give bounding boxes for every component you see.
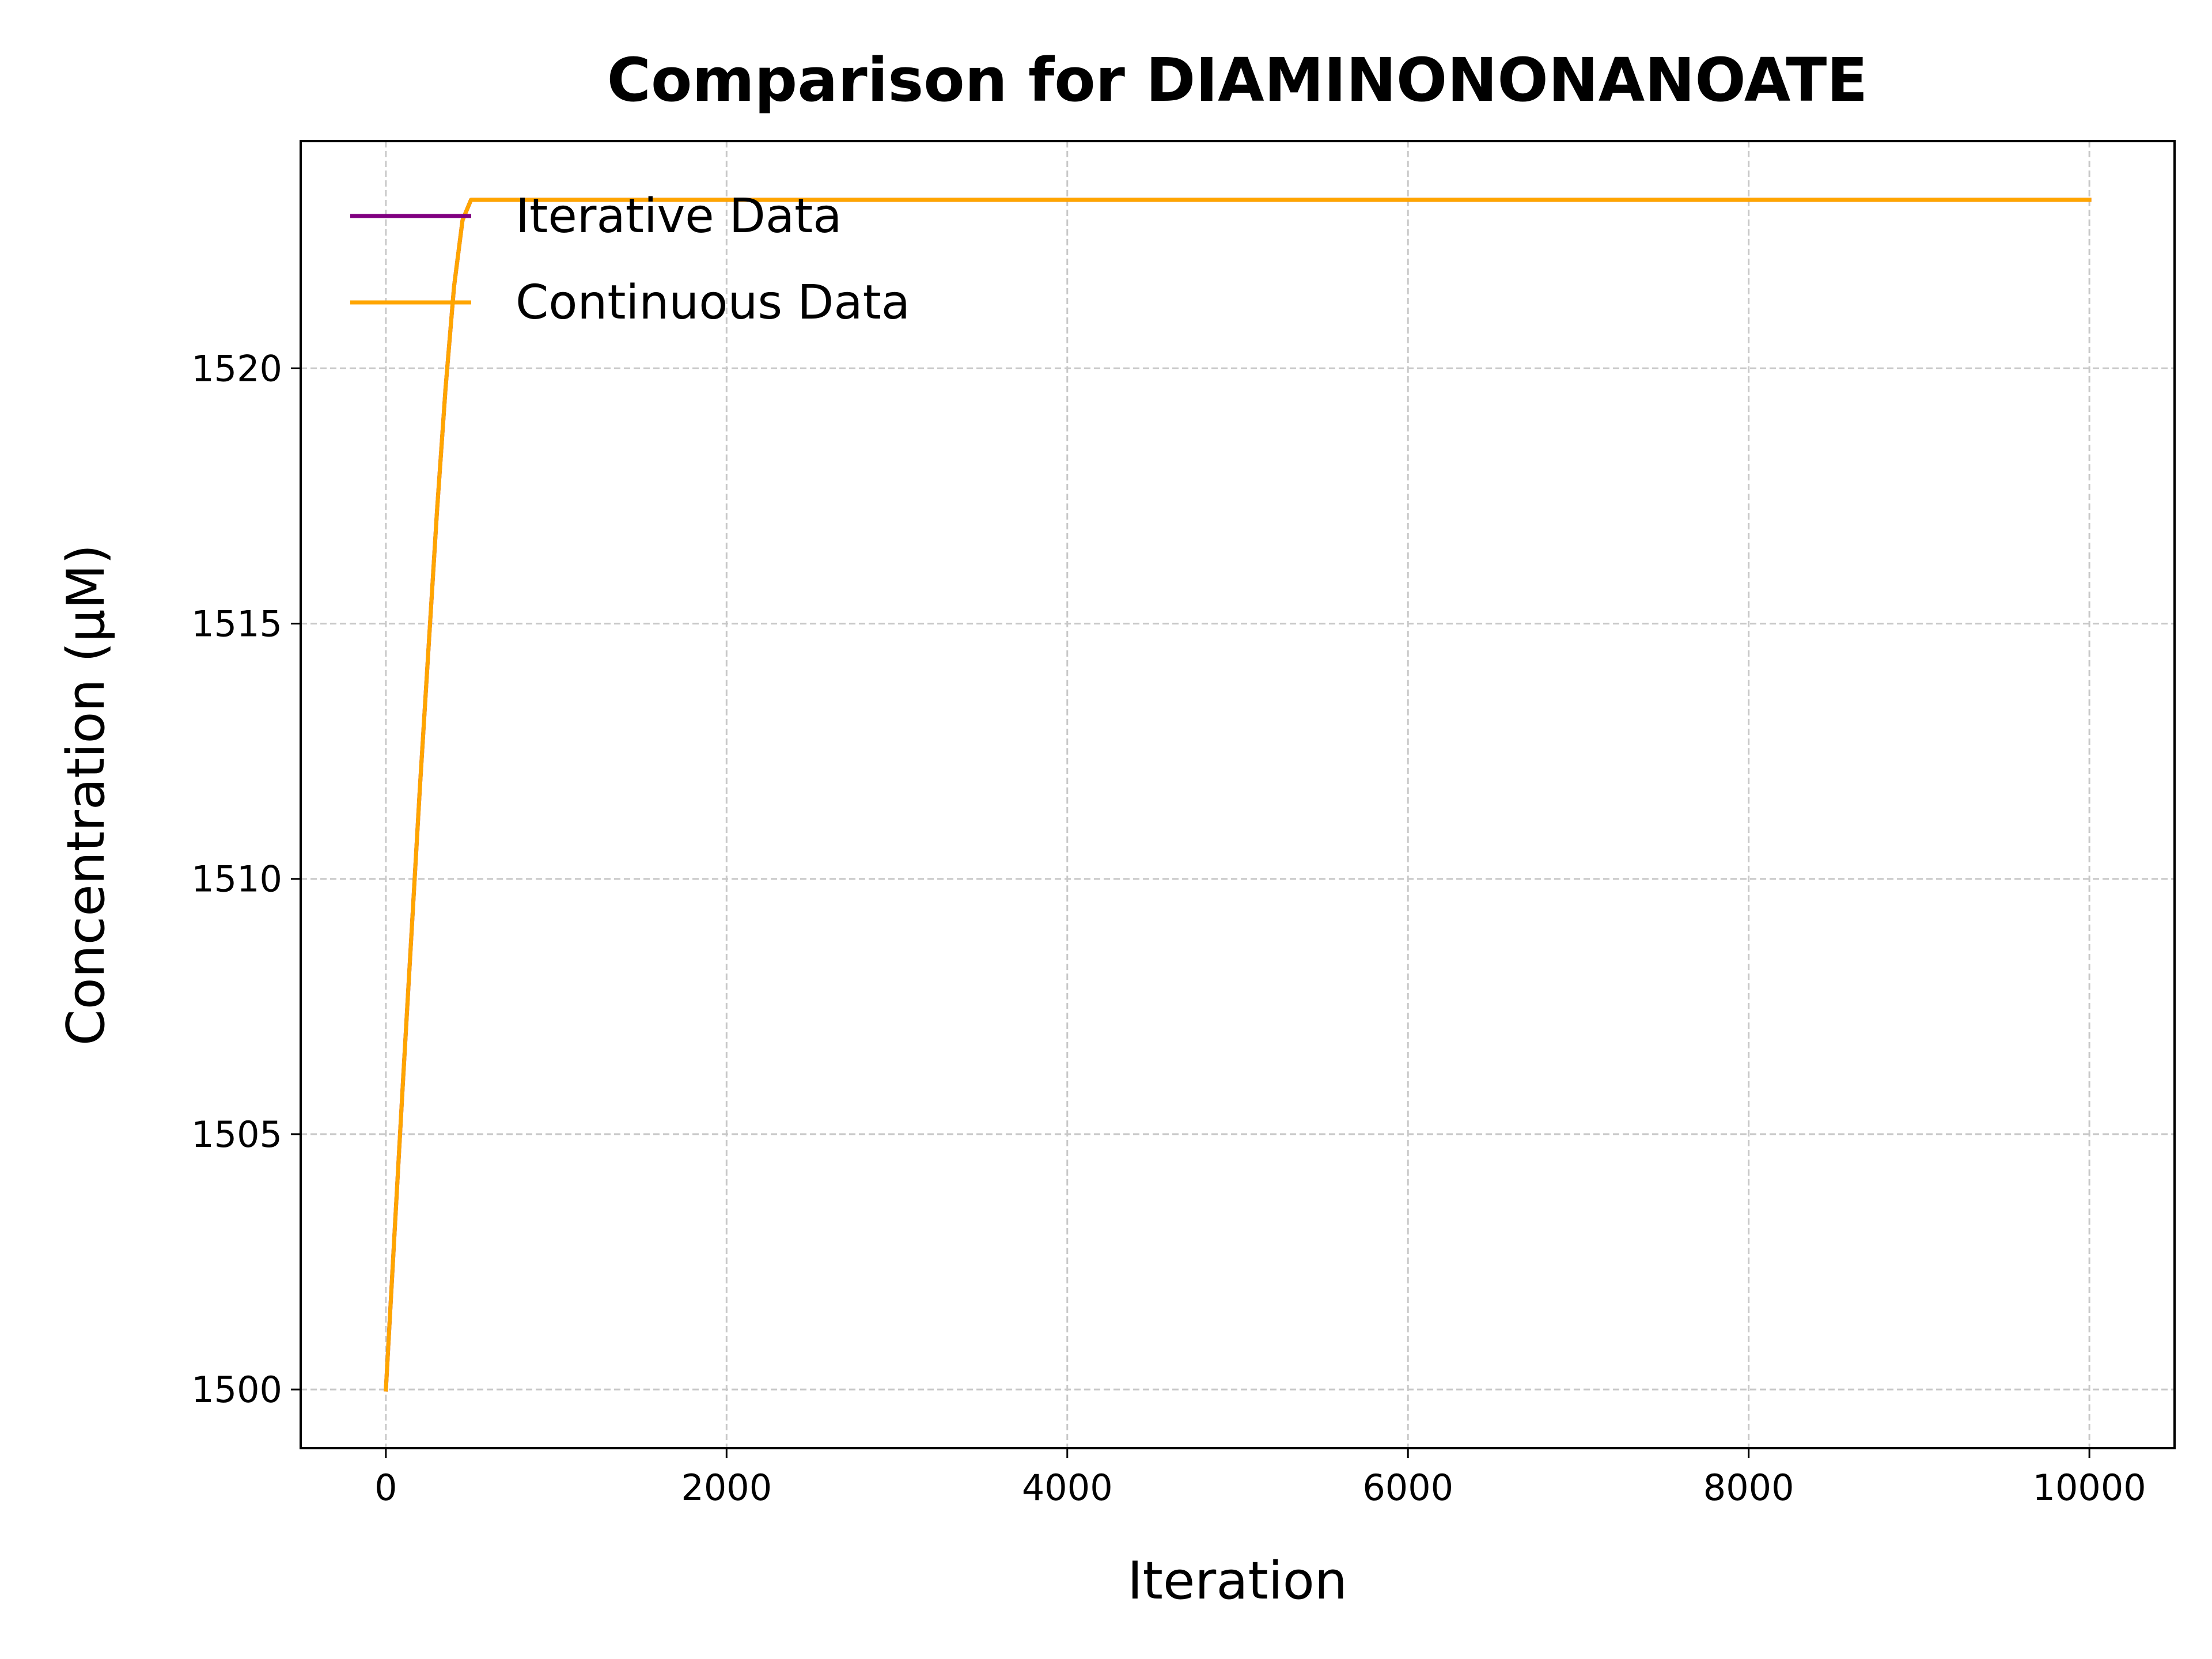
y-tick-label: 1520 — [191, 347, 282, 389]
series-line-1 — [384, 198, 2092, 1392]
y-tick-label: 1515 — [191, 603, 282, 645]
axis-ticks: 0 2000 4000 6000 8000 10000 1500 1505 1510 1515 15… — [191, 347, 2146, 1509]
x-tick-label: 4000 — [1022, 1467, 1113, 1509]
legend: Iterative Data Continuous Data — [350, 189, 910, 330]
x-axis-label: Iteration — [1127, 1551, 1347, 1611]
chart-title: Comparison for DIAMINONONANOATE — [607, 45, 1868, 115]
x-tick-label: 8000 — [1703, 1467, 1794, 1509]
y-axis-label: Concentration (μM) — [56, 544, 116, 1046]
legend-label-0: Iterative Data — [516, 189, 842, 244]
x-tick-label: 2000 — [681, 1467, 772, 1509]
x-tick-label: 0 — [374, 1467, 397, 1509]
y-tick-label: 1510 — [191, 858, 282, 900]
series-lines — [384, 198, 2092, 1392]
x-tick-label: 10000 — [2033, 1467, 2146, 1509]
grid — [301, 141, 2175, 1448]
y-tick-label: 1500 — [191, 1369, 282, 1411]
x-tick-label: 6000 — [1362, 1467, 1453, 1509]
plot-frame — [300, 140, 2176, 1449]
y-tick-label: 1505 — [191, 1113, 282, 1156]
legend-label-1: Continuous Data — [516, 275, 910, 330]
